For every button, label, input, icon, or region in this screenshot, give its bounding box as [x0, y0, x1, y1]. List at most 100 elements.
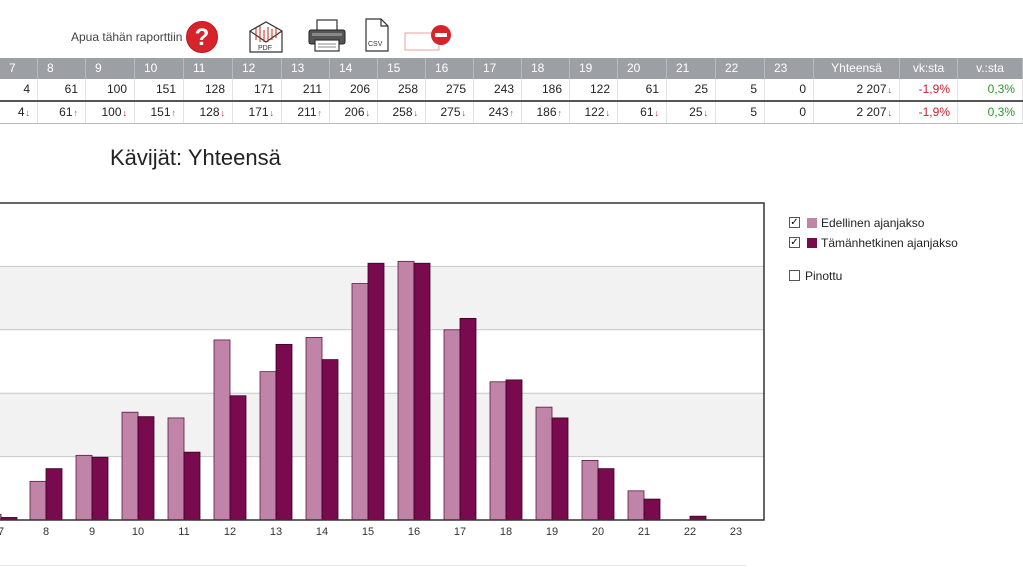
- column-header[interactable]: 9: [86, 58, 135, 79]
- x-tick-label: 10: [132, 526, 144, 538]
- bar-current: [643, 498, 661, 521]
- bar-current: [137, 416, 155, 521]
- bar-current: [459, 317, 477, 521]
- pdf-icon[interactable]: PDF: [247, 20, 285, 54]
- bar-current: [321, 359, 339, 521]
- print-icon[interactable]: [307, 19, 347, 53]
- table-cell-text: 122: [589, 82, 610, 96]
- bar-previous: [535, 406, 553, 521]
- table-cell: 4: [0, 79, 38, 100]
- table-cell: 61↓: [618, 102, 667, 123]
- column-header[interactable]: 20: [618, 58, 667, 79]
- column-header-text: 11: [193, 61, 206, 75]
- csv-icon[interactable]: CSV: [364, 18, 390, 52]
- bar-current: [505, 379, 523, 521]
- table-row: 4↓ 61↑ 100↓ 151↑ 128↓ 171↓ 211↑ 206↓ 258↓ 275↓ 243…: [0, 102, 1023, 124]
- column-header-text: 19: [579, 61, 593, 75]
- table-cell: 211↑: [282, 102, 330, 123]
- current-checkbox[interactable]: ✓: [789, 237, 800, 248]
- column-header[interactable]: Yhteensä: [814, 58, 900, 79]
- column-header[interactable]: 13: [282, 58, 330, 79]
- table-cell-text: 211: [302, 82, 322, 96]
- bar-previous: [75, 454, 93, 521]
- previous-swatch: [807, 218, 817, 228]
- column-header[interactable]: 22: [716, 58, 765, 79]
- bar-previous: [627, 490, 645, 521]
- bar-previous: [213, 339, 231, 521]
- column-header-text: 12: [242, 61, 256, 75]
- x-tick-label: 18: [500, 526, 512, 538]
- column-header[interactable]: 11: [184, 58, 233, 79]
- table-cell-text: 100: [106, 82, 127, 96]
- table-cell-text: 25: [689, 105, 703, 119]
- table-cell-text: 275: [445, 82, 466, 96]
- table-cell-text: 186: [541, 82, 562, 96]
- bar-previous: [305, 337, 323, 521]
- current-swatch: [807, 238, 817, 248]
- year-change-cell: 0,3%: [958, 102, 1023, 123]
- previous-checkbox[interactable]: ✓: [789, 217, 800, 228]
- column-header[interactable]: vk:sta: [900, 58, 958, 79]
- x-tick-label: 23: [730, 526, 742, 538]
- trend-down-icon: ↓: [25, 108, 31, 118]
- table-cell: 258↓: [378, 102, 426, 123]
- bar-previous: [443, 329, 461, 521]
- column-header[interactable]: 15: [378, 58, 426, 79]
- trend-down-icon: ↓: [220, 108, 226, 118]
- table-cell: 151: [135, 79, 184, 100]
- bar-current: [91, 456, 109, 521]
- column-header[interactable]: 16: [426, 58, 474, 79]
- table-cell-text: 151: [150, 105, 171, 119]
- column-header-text: 18: [531, 61, 545, 75]
- column-header[interactable]: 19: [570, 58, 618, 79]
- divider: [0, 565, 746, 566]
- table-cell: 25: [667, 79, 716, 100]
- total-cell-text: 2 207: [856, 105, 887, 119]
- column-header[interactable]: 14: [330, 58, 378, 79]
- table-cell-text: 128: [204, 82, 225, 96]
- column-header[interactable]: v.:sta: [958, 58, 1023, 79]
- column-header-text: 23: [774, 61, 788, 75]
- table-cell: 186: [522, 79, 570, 100]
- trend-up-icon: ↑: [557, 108, 563, 118]
- x-tick-label: 12: [224, 526, 236, 538]
- stacked-checkbox[interactable]: [789, 270, 800, 281]
- bar-current: [597, 468, 615, 521]
- x-tick-label: 13: [270, 526, 282, 538]
- table-cell: 0: [765, 102, 814, 123]
- bar-previous: [259, 371, 277, 521]
- column-header[interactable]: 17: [474, 58, 522, 79]
- table-cell: 128: [184, 79, 233, 100]
- x-tick-label: 21: [638, 526, 650, 538]
- trend-down-icon: ↓: [703, 108, 709, 118]
- column-header-text: vk:sta: [912, 61, 945, 75]
- bar-previous: [167, 417, 185, 521]
- column-header[interactable]: 10: [135, 58, 184, 79]
- column-header[interactable]: 23: [765, 58, 814, 79]
- column-header[interactable]: 8: [38, 58, 86, 79]
- help-text: Apua tähän raporttiin: [71, 30, 183, 44]
- week-change-cell: -1,9%: [900, 102, 958, 123]
- table-cell-text: 0: [799, 105, 806, 119]
- column-header-text: 8: [47, 61, 54, 75]
- x-tick-label: 9: [89, 526, 95, 538]
- column-header[interactable]: 21: [667, 58, 716, 79]
- table-cell: 186↑: [522, 102, 570, 123]
- table-cell: 61↑: [38, 102, 86, 123]
- table-cell: 0: [765, 79, 814, 100]
- x-tick-label: 14: [316, 526, 328, 538]
- previous-label: Edellinen ajanjakso: [821, 216, 925, 230]
- bar-current: [183, 451, 201, 521]
- column-header[interactable]: 7: [0, 58, 38, 79]
- table-cell: 122↓: [570, 102, 618, 123]
- help-icon[interactable]: ?: [186, 21, 218, 53]
- bar-previous: [489, 381, 507, 521]
- column-header[interactable]: 12: [233, 58, 282, 79]
- table-cell-text: 258: [392, 105, 413, 119]
- remove-icon[interactable]: [404, 22, 454, 52]
- bar-previous: [581, 460, 599, 521]
- year-change-cell: 0,3%: [958, 79, 1023, 100]
- chart-title: Kävijät: Yhteensä: [110, 145, 281, 170]
- column-header[interactable]: 18: [522, 58, 570, 79]
- table-cell-text: 258: [397, 82, 418, 96]
